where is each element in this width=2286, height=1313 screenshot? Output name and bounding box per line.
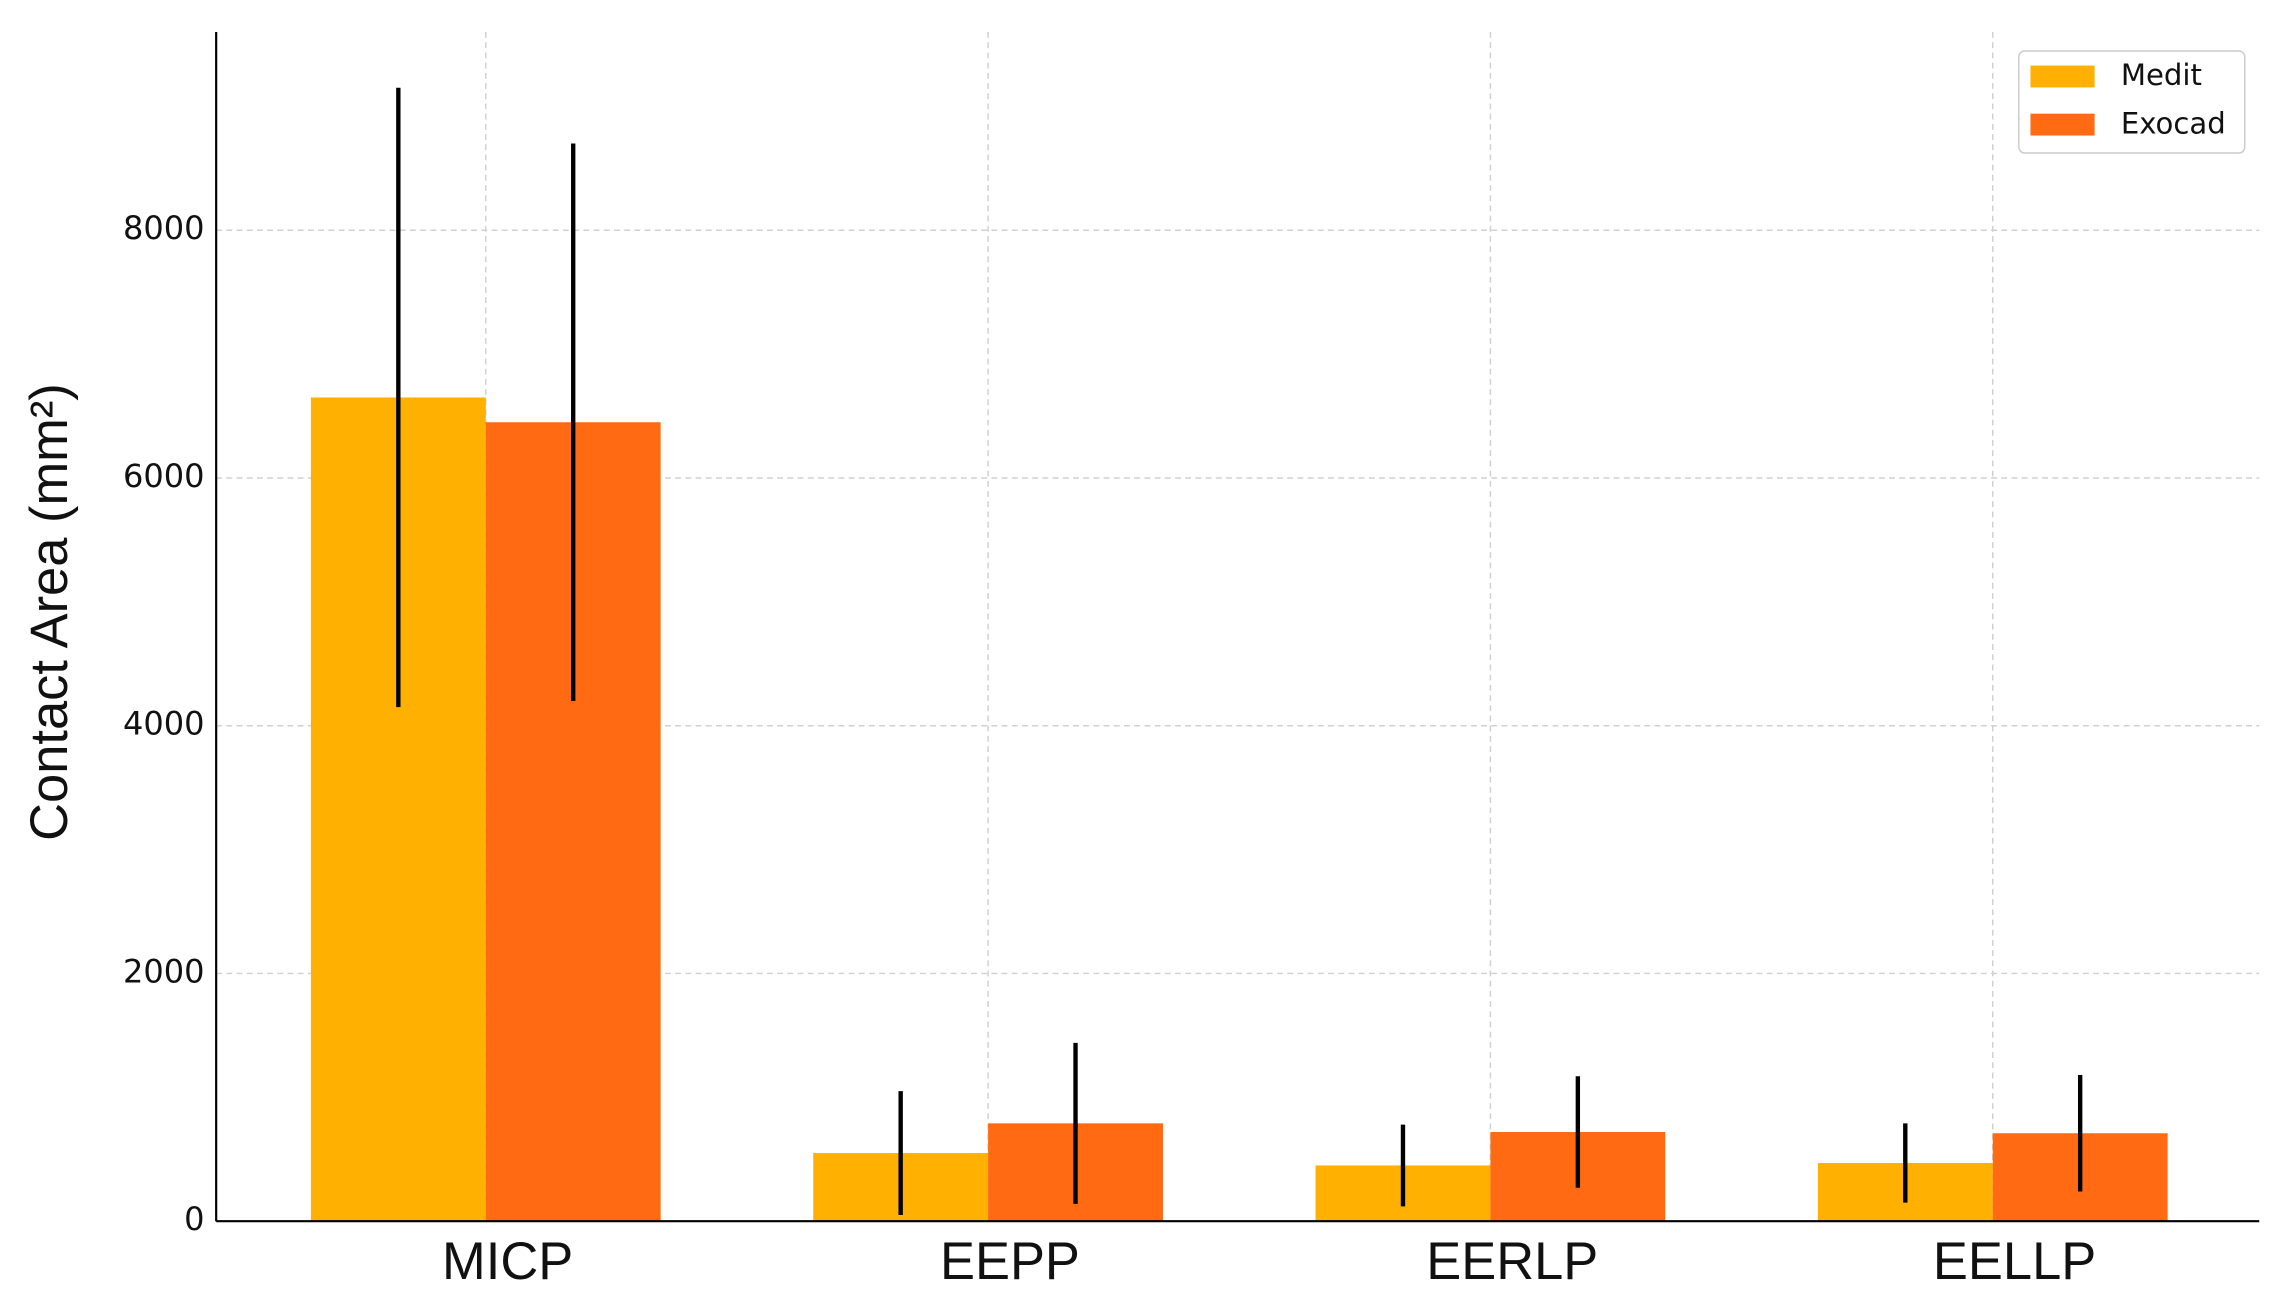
legend-swatch: [2030, 113, 2095, 136]
x-tick-label: EERLP: [1426, 1233, 1598, 1291]
y-tick-label: 0: [184, 1200, 204, 1238]
x-tick-label: EELLP: [1933, 1233, 2096, 1291]
y-axis-label: Contact Area (mm²): [21, 383, 79, 841]
legend-swatch: [2030, 65, 2095, 88]
x-tick-label: MICP: [442, 1233, 573, 1291]
x-tick-label: EEPP: [940, 1233, 1080, 1291]
legend-label: Medit: [2121, 58, 2202, 92]
legend-label: Exocad: [2121, 106, 2226, 140]
y-tick-label: 2000: [123, 952, 205, 990]
y-tick-label: 8000: [123, 209, 205, 247]
y-tick-label: 6000: [123, 457, 205, 495]
y-tick-label: 4000: [123, 705, 205, 743]
